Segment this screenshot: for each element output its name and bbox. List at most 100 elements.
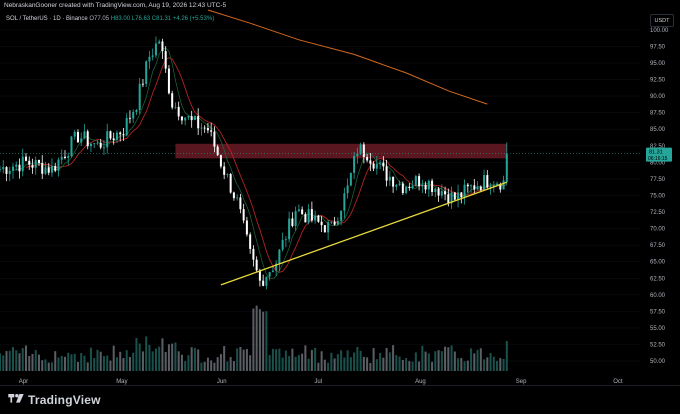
volume-bar: [447, 347, 450, 371]
tradingview-logo-icon: [8, 394, 24, 403]
candle-body: [223, 166, 226, 175]
candle-body: [353, 155, 356, 173]
price-tick-label: 57.50: [650, 309, 666, 315]
time-tick-label: Jul: [314, 379, 322, 385]
volume-bar: [395, 355, 398, 371]
volume-bar: [255, 305, 258, 371]
volume-bar: [167, 344, 170, 371]
volume-bar: [138, 343, 141, 371]
candle-body: [86, 131, 89, 147]
candle-body: [37, 159, 40, 163]
volume-bar: [323, 359, 326, 371]
volume-bar: [401, 360, 404, 371]
volume-bar: [236, 348, 239, 371]
candle-body: [229, 174, 232, 193]
volume-bar: [151, 351, 154, 371]
candle-body: [450, 192, 453, 204]
volume-bar: [460, 357, 463, 371]
volume-bar: [44, 359, 47, 371]
candle-body: [158, 41, 161, 44]
candle-body: [216, 146, 219, 156]
price-tick-label: 95.00: [650, 61, 666, 67]
candle-body: [372, 163, 375, 169]
volume-bar: [109, 360, 112, 371]
volume-bar: [473, 353, 476, 371]
symbol-legend[interactable]: SOL / TetherUS · 1D · Binance O77.05 H83…: [6, 16, 214, 22]
volume-bar: [375, 359, 378, 371]
volume-bar: [216, 357, 219, 371]
candle-body: [362, 144, 365, 158]
candle-body: [307, 209, 310, 223]
symbol-name: SOL / TetherUS · 1D · Binance: [6, 16, 88, 22]
volume-bar: [434, 351, 437, 371]
volume-bar: [15, 350, 18, 371]
ohlc-change: +4.26 (+5.53%): [172, 16, 215, 22]
candle-body: [255, 259, 258, 271]
volume-bar: [310, 349, 313, 371]
volume-bar: [193, 347, 196, 371]
tradingview-logo[interactable]: TradingView: [8, 393, 101, 407]
volume-bar: [366, 357, 369, 371]
candle-body: [343, 193, 346, 211]
volume-bar: [450, 345, 453, 371]
volume-bar: [41, 360, 44, 371]
candle-body: [496, 183, 499, 186]
price-chart[interactable]: 100.00 97.50 95.00 92.50 90.00 87.50 85.00 82.5…: [0, 0, 680, 386]
volume-bar: [362, 356, 365, 371]
price-tick-label: 75.00: [650, 193, 666, 199]
volume-bar: [210, 360, 213, 371]
candle-body: [96, 142, 99, 144]
volume-bar: [281, 357, 284, 371]
candle-body: [369, 160, 372, 164]
volume-bar: [398, 356, 401, 371]
candle-body: [135, 109, 138, 112]
price-tick-label: 82.50: [650, 144, 666, 150]
price-tick-label: 90.00: [650, 94, 666, 100]
candle-body: [8, 170, 11, 174]
volume-bar: [327, 362, 330, 371]
candle-body: [473, 185, 476, 190]
currency-button[interactable]: USDT: [650, 14, 674, 27]
candle-body: [174, 106, 177, 108]
volume-bar: [317, 362, 320, 371]
volume-bar: [297, 354, 300, 371]
price-tick-label: 50.00: [650, 359, 666, 365]
volume-bar: [268, 355, 271, 371]
candle-body: [119, 132, 122, 135]
candle-body: [89, 143, 92, 147]
candle-body: [83, 131, 86, 139]
candle-body: [395, 184, 398, 187]
candle-body: [180, 116, 183, 121]
candle-body: [310, 209, 313, 221]
volume-bar: [388, 352, 391, 371]
candle-body: [405, 186, 408, 194]
price-tick-label: 55.00: [650, 326, 666, 332]
candle-body: [41, 162, 44, 174]
candle-body: [2, 167, 5, 170]
volume-bar: [141, 351, 144, 371]
volume-bar: [382, 357, 385, 371]
volume-bar: [102, 356, 105, 371]
candle-body: [210, 130, 213, 132]
candle-body: [99, 142, 102, 148]
candle-body: [47, 167, 50, 173]
candlesticks: [0, 36, 508, 290]
price-tick-label: 65.00: [650, 260, 666, 266]
candle-body: [275, 263, 278, 271]
volume-bar: [50, 362, 53, 371]
volume-bar: [219, 354, 222, 371]
candle-body: [388, 176, 391, 181]
candle-body: [314, 215, 317, 221]
volume-bar: [437, 350, 440, 371]
volume-bar: [466, 360, 469, 371]
candle-body: [434, 188, 437, 192]
candle-body: [164, 51, 167, 69]
volume-bar: [18, 353, 21, 371]
volume-bar: [0, 353, 2, 371]
candle-body: [28, 160, 31, 165]
price-tick-label: 52.50: [650, 343, 666, 349]
candle-body: [245, 220, 248, 235]
volume-bar: [405, 358, 408, 371]
volume-bar: [83, 355, 86, 371]
volume-bar: [119, 351, 122, 371]
